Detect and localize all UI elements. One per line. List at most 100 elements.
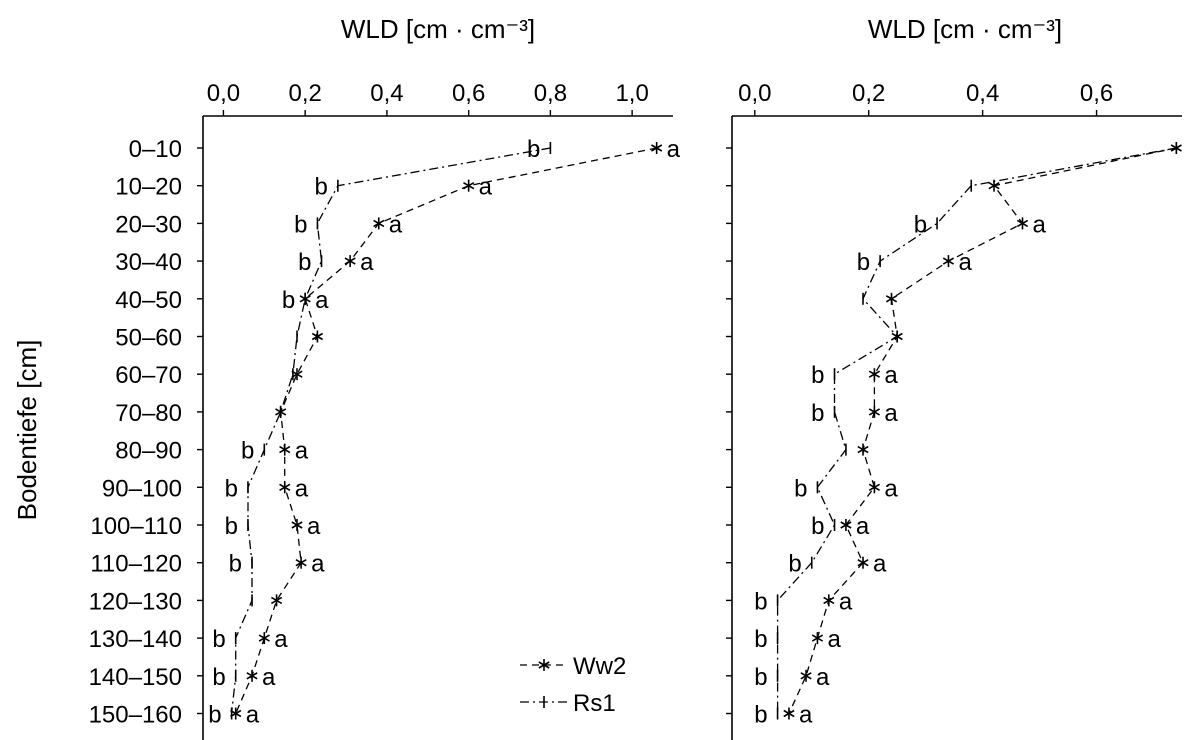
y-tick-label: 30–40 — [115, 249, 182, 276]
left-panel-x-tick-label: 0,8 — [534, 80, 567, 107]
right-panel-series-rs1-letter: b — [794, 475, 807, 502]
left-panel: WLD [cm · cm⁻³] Bodentiefe [cm] 0,0 0,2 0,… — [12, 14, 681, 740]
left-panel-series-ww2-letter: a — [389, 211, 403, 238]
left-panel-x-tick-label: 0,4 — [370, 80, 403, 107]
left-panel-series-rs1-letter: b — [225, 513, 238, 540]
right-panel-series-ww2-point — [1016, 217, 1029, 230]
left-panel-series-ww2-letter: a — [307, 513, 321, 540]
left-panel-series-ww2-point — [651, 142, 663, 154]
right-panel-series-rs1-line — [776, 147, 1177, 714]
right-panel-series-rs1-letter: b — [914, 211, 927, 238]
right-panel-x-tick-label: 0,0 — [738, 80, 771, 107]
right-panel-series-ww2-letter: a — [958, 249, 972, 276]
y-tick-label: 70–80 — [115, 400, 182, 427]
right-panel-series-rs1-letter: b — [788, 551, 801, 578]
right-panel-series-rs1-letter: b — [857, 249, 870, 276]
y-tick-label: 50–60 — [115, 325, 182, 352]
right-panel-series-ww2-point — [823, 594, 835, 607]
left-panel-series-ww2-letter: a — [479, 174, 493, 201]
left-panel-series-ww2-point — [246, 669, 258, 682]
y-tick-label: 40–50 — [115, 287, 182, 314]
left-panel-series-ww2-letter: a — [262, 664, 276, 691]
y-tick-label: 80–90 — [115, 438, 182, 465]
left-panel-series-rs1-letter: b — [229, 551, 242, 578]
y-tick-label: 0–10 — [129, 136, 182, 163]
right-panel-series-ww2-letter: a — [856, 513, 870, 540]
left-panel-series-ww2-letter: a — [315, 287, 329, 314]
left-panel-series-ww2-letter: a — [274, 626, 288, 653]
left-panel-series-rs1-letter: b — [282, 287, 295, 314]
right-panel-series-ww2-point — [783, 707, 795, 720]
right-panel-series-ww2-letter: a — [873, 551, 887, 578]
left-panel-x-tick-label: 0,2 — [288, 80, 321, 107]
right-panel-series-rs1-letter: b — [754, 702, 767, 729]
right-panel-series-ww2-point — [942, 255, 955, 268]
left-panel-series-ww2-letter: a — [295, 438, 309, 465]
left-panel-x-tick-label: 1,0 — [615, 80, 648, 107]
left-panel-series-rs1-letter: b — [294, 211, 307, 238]
left-panel-series-ww2-letter: a — [311, 551, 325, 578]
legend-rs1-label: Rs1 — [573, 690, 616, 717]
right-panel-x-tick-label: 0,4 — [966, 80, 999, 107]
right-panel-series-ww2-line — [788, 147, 1177, 714]
right-panel-series-ww2-point — [868, 481, 881, 494]
left-panel-series-ww2-letter: a — [295, 475, 309, 502]
left-panel-series-ww2-point — [291, 519, 303, 531]
right-panel-series-rs1-letter: b — [754, 664, 767, 691]
left-panel-series-ww2-letter: a — [246, 702, 260, 729]
y-tick-label: 20–30 — [115, 211, 182, 238]
right-panel-x-axis-title: WLD [cm · cm⁻³] — [868, 14, 1062, 44]
right-panel-series-ww2-point — [868, 405, 881, 418]
y-tick-label: 150–160 — [89, 702, 182, 729]
y-tick-label: 130–140 — [89, 626, 182, 653]
left-panel-series-rs1-line — [230, 147, 551, 714]
left-panel-x-tick-label: 0,0 — [207, 80, 240, 107]
left-panel-series-rs1-letter: b — [241, 438, 254, 465]
left-panel-series-ww2-point — [279, 481, 291, 494]
right-panel-x-tick-label: 0,2 — [852, 80, 885, 107]
y-tick-label: 120–130 — [89, 588, 182, 615]
y-axis-title: Bodentiefe [cm] — [12, 340, 42, 521]
right-panel-series-ww2-point — [857, 556, 869, 569]
right-panel-series-ww2-point — [885, 292, 898, 305]
right-panel-series-ww2-letter: a — [884, 475, 898, 502]
legend-ww2-label: Ww2 — [573, 653, 626, 680]
right-panel-series-ww2-point — [800, 669, 812, 682]
right-panel-series-ww2-letter: a — [884, 362, 898, 389]
right-panel: WLD [cm · cm⁻³] 0,0 0,2 0,4 0,6 aaaaaaaaaaa… — [726, 14, 1182, 740]
right-panel-series-rs1-letter: b — [754, 588, 767, 615]
right-panel-series-ww2-letter: a — [827, 626, 841, 653]
left-panel-series-rs1-letter: b — [315, 174, 328, 201]
right-panel-series-ww2-point — [868, 368, 881, 381]
y-tick-label: 110–120 — [90, 551, 182, 578]
right-panel-series-rs1-letter: b — [811, 362, 824, 389]
right-panel-series-ww2-letter: a — [884, 400, 898, 427]
left-panel-series-ww2-line — [235, 147, 657, 714]
left-panel-series-ww2-point — [279, 443, 291, 456]
left-panel-series-ww2-point — [258, 632, 270, 645]
left-panel-series-rs1-letter: b — [298, 249, 311, 276]
y-tick-label: 100–110 — [90, 513, 182, 540]
y-tick-label: 140–150 — [89, 664, 182, 691]
right-panel-series-rs1-letter: b — [811, 400, 824, 427]
right-panel-series-rs1-letter: b — [754, 626, 767, 653]
y-tick-label: 60–70 — [115, 362, 182, 389]
left-panel-series-rs1-letter: b — [212, 664, 225, 691]
left-panel-x-axis-title: WLD [cm · cm⁻³] — [341, 14, 535, 44]
right-panel-series-ww2-point — [857, 443, 869, 456]
left-panel-series-rs1-letter: b — [212, 626, 225, 653]
left-panel-series-ww2-point — [344, 255, 356, 268]
y-tick-label: 10–20 — [115, 174, 182, 201]
right-panel-series-ww2-point — [840, 519, 852, 531]
left-panel-series-ww2-point — [311, 330, 324, 343]
right-panel-series-rs1-letter: b — [811, 513, 824, 540]
right-panel-series-ww2-letter: a — [839, 588, 853, 615]
left-panel-series-ww2-point — [295, 556, 307, 569]
y-tick-label: 90–100 — [102, 475, 182, 502]
left-panel-series-ww2-point — [270, 594, 283, 607]
left-panel-x-tick-label: 0,6 — [452, 80, 485, 107]
left-panel-series-rs1-letter: b — [225, 475, 238, 502]
right-panel-series-ww2-letter: a — [799, 702, 813, 729]
left-panel-series-ww2-point — [373, 217, 385, 230]
